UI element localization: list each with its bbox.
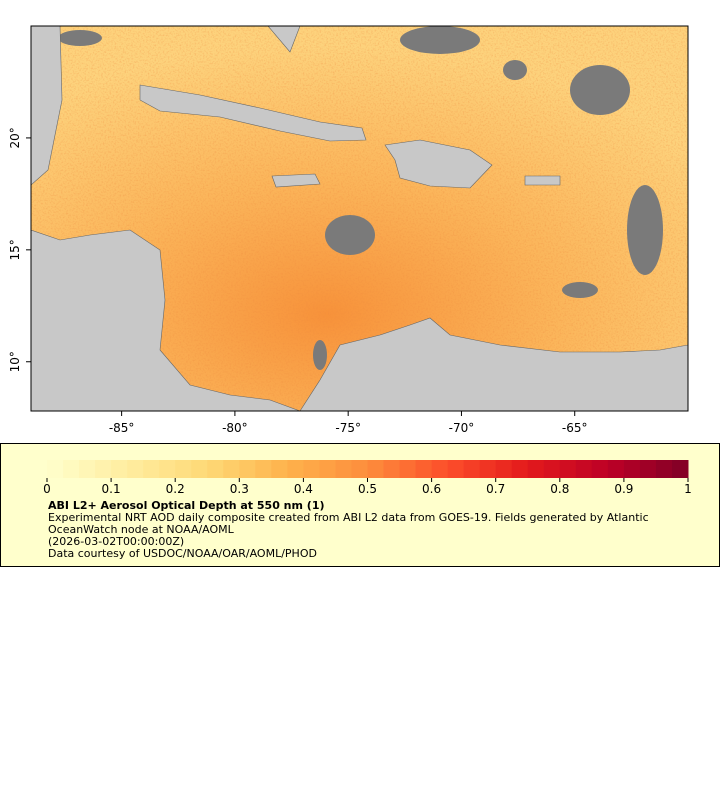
legend-description: Experimental NRT AOD daily composite cre… (48, 511, 649, 536)
colorbar-swatch (431, 460, 449, 478)
colorbar-swatch (671, 460, 689, 478)
colorbar-tick-label: 0.7 (486, 482, 505, 496)
y-tick-label: 10° (8, 351, 22, 372)
colorbar-swatch (127, 460, 144, 478)
legend-date: (2026-03-02T00:00:00Z) (48, 535, 185, 548)
legend-text: ABI L2+ Aerosol Optical Depth at 550 nm … (48, 500, 688, 560)
colorbar-swatch (543, 460, 561, 478)
colorbar-swatch (143, 460, 160, 478)
colorbar-swatch (287, 460, 304, 478)
colorbar-swatch (239, 460, 256, 478)
legend-credit: Data courtesy of USDOC/NOAA/OAR/AOML/PHO… (48, 547, 317, 560)
colorbar-tick-label: 0.9 (614, 482, 633, 496)
colorbar-swatch (335, 460, 352, 478)
colorbar-tick-label: 0.1 (102, 482, 121, 496)
x-tick-label: -75° (335, 421, 361, 435)
colorbar-swatch (591, 460, 609, 478)
colorbar-swatch (575, 460, 593, 478)
colorbar-swatch (607, 460, 625, 478)
colorbar-swatch (111, 460, 128, 478)
colorbar-swatch (175, 460, 192, 478)
colorbar-swatch (95, 460, 112, 478)
colorbar-tick-label: 0 (43, 482, 51, 496)
colorbar-swatch (527, 460, 545, 478)
map-frame (30, 25, 689, 412)
colorbar-swatch (207, 460, 224, 478)
colorbar-tick-label: 0.2 (166, 482, 185, 496)
x-tick-label: -65° (562, 421, 588, 435)
colorbar-swatch (303, 460, 320, 478)
colorbar-swatch (319, 460, 336, 478)
colorbar-tick-label: 0.6 (422, 482, 441, 496)
colorbar-swatch (63, 460, 80, 478)
x-tick-label: -70° (449, 421, 475, 435)
colorbar-swatch (47, 460, 64, 478)
colorbar-swatch (223, 460, 240, 478)
colorbar-swatch (399, 460, 417, 478)
colorbar-swatch (367, 460, 385, 478)
colorbar-tick-label: 1 (684, 482, 692, 496)
colorbar-swatch (159, 460, 176, 478)
x-tick-label: -85° (109, 421, 135, 435)
colorbar-swatch (271, 460, 288, 478)
colorbar-swatch (255, 460, 272, 478)
y-tick-label: 15° (8, 239, 22, 260)
colorbar-tick-label: 0.3 (230, 482, 249, 496)
colorbar-swatch (415, 460, 433, 478)
colorbar-tick-label: 0.8 (550, 482, 569, 496)
colorbar-swatch (383, 460, 401, 478)
colorbar-tick-label: 0.5 (358, 482, 377, 496)
colorbar-swatch (655, 460, 673, 478)
land (31, 26, 688, 411)
colorbar-swatch (495, 460, 513, 478)
colorbar-swatch (623, 460, 641, 478)
y-tick-label: 20° (8, 127, 22, 148)
no-data-clouds (58, 26, 663, 370)
colorbar-swatch (639, 460, 657, 478)
colorbar-swatch (511, 460, 529, 478)
map-area (31, 26, 688, 411)
colorbar-swatch (79, 460, 96, 478)
colorbar-swatch (351, 460, 368, 478)
x-tick-label: -80° (222, 421, 248, 435)
colorbar-swatch (447, 460, 465, 478)
colorbar-tick-label: 0.4 (294, 482, 313, 496)
colorbar-swatch (463, 460, 481, 478)
colorbar-swatch (191, 460, 208, 478)
colorbar-swatch (559, 460, 577, 478)
legend-title: ABI L2+ Aerosol Optical Depth at 550 nm … (48, 499, 325, 512)
colorbar-swatch (479, 460, 497, 478)
